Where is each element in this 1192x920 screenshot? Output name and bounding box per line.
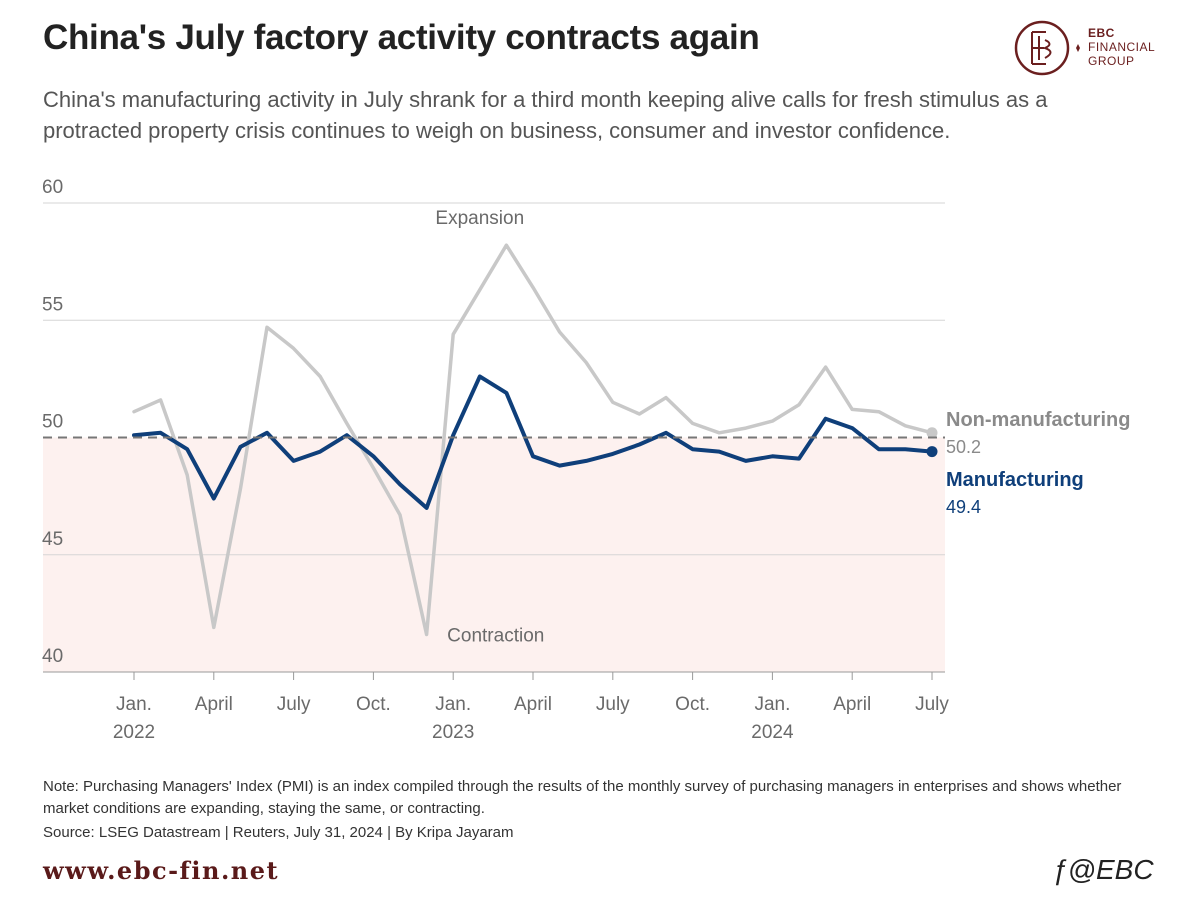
weibo-icon: ƒ <box>1052 854 1068 885</box>
ebc-logo-icon <box>1014 20 1080 76</box>
website-url: www.ebc-fin.net <box>43 856 280 885</box>
y-tick-label-40: 40 <box>42 646 63 667</box>
x-tick-label: April <box>833 694 871 715</box>
logo-line2: FINANCIAL <box>1088 40 1156 54</box>
x-tick-label: Oct. <box>675 694 710 715</box>
non-manufacturing-value: 50.2 <box>946 437 981 457</box>
chart-subtitle: China's manufacturing activity in July s… <box>43 87 1048 143</box>
chart-title: China's July factory activity contracts … <box>43 18 760 57</box>
x-tick-label: Oct. <box>356 694 391 715</box>
logo-text: EBC FINANCIAL GROUP <box>1088 26 1155 68</box>
x-tick-label: July <box>915 694 949 715</box>
non-manufacturing-line <box>132 243 934 637</box>
manufacturing-end-marker <box>926 446 938 458</box>
contraction-annotation: Contraction <box>447 626 544 647</box>
x-tick-label: July <box>277 694 311 715</box>
source-line: Source: LSEG Datastream | Reuters, July … <box>43 824 514 841</box>
x-tick-label: April <box>195 694 233 715</box>
logo-line3: GROUP <box>1088 54 1135 68</box>
manufacturing-label: Manufacturing <box>946 469 1084 491</box>
x-tick-label: April <box>514 694 552 715</box>
y-tick-label-55: 55 <box>42 294 63 315</box>
expansion-annotation: Expansion <box>435 208 524 229</box>
non-manufacturing-label: Non-manufacturing <box>946 409 1130 431</box>
y-tick-label-50: 50 <box>42 412 63 433</box>
x-tick-label: Jan. <box>435 694 471 715</box>
x-tick-label: Jan. <box>116 694 152 715</box>
y-tick-label-60: 60 <box>42 177 63 198</box>
non-manufacturing-end-marker <box>926 427 938 439</box>
x-tick-year-label: 2023 <box>432 722 474 743</box>
pmi-line-chart: 40 45 50 55 60 Jan. 2022 April July Oct. Jan. 2023 A… <box>42 177 1130 743</box>
footnote: Note: Purchasing Managers' Index (PMI) i… <box>43 778 1122 817</box>
x-tick-year-label: 2022 <box>113 722 155 743</box>
social-handle: ƒ@EBC <box>1052 854 1154 886</box>
manufacturing-line <box>132 374 934 510</box>
x-tick-label: July <box>596 694 630 715</box>
manufacturing-value: 49.4 <box>946 497 981 517</box>
x-tick-label: Jan. <box>754 694 790 715</box>
logo-line1: EBC <box>1088 26 1115 40</box>
handle-text: @EBC <box>1067 854 1154 885</box>
y-tick-label-45: 45 <box>42 529 63 550</box>
x-tick-year-label: 2024 <box>751 722 794 743</box>
